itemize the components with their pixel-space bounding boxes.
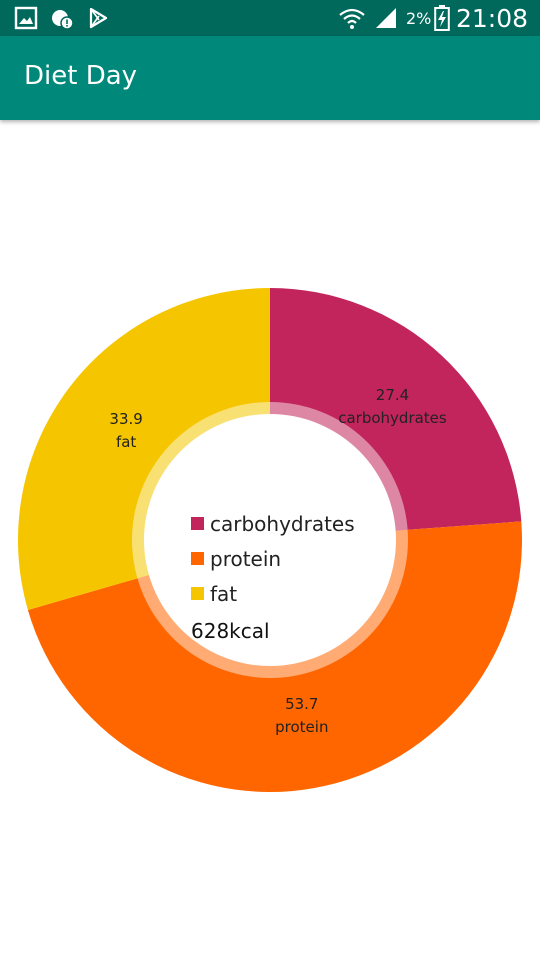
wifi-icon xyxy=(339,8,365,29)
legend-swatch-carbohydrates xyxy=(191,517,204,530)
play-store-icon xyxy=(89,7,108,29)
gallery-icon xyxy=(14,6,38,30)
clock: 21:08 xyxy=(455,4,528,33)
slice-name-fat: fat xyxy=(116,433,136,451)
app-bar: Diet Day xyxy=(0,36,540,120)
total-calories: 628kcal xyxy=(191,619,270,643)
slice-label-carbohydrates: 27.4 carbohydrates xyxy=(338,386,447,427)
legend-swatch-protein xyxy=(191,552,204,565)
slice-value-protein: 53.7 xyxy=(285,695,318,713)
chart-legend: carbohydrates protein fat xyxy=(191,512,355,606)
app-title: Diet Day xyxy=(24,61,138,91)
legend-label-carbohydrates: carbohydrates xyxy=(210,512,355,536)
slice-value-fat: 33.9 xyxy=(109,410,142,428)
slice-label-protein: 53.7 protein xyxy=(275,695,328,736)
cloud-alert-icon xyxy=(52,10,74,30)
legend-swatch-fat xyxy=(191,587,204,600)
donut-chart[interactable]: 27.4 carbohydrates 53.7 protein 33.9 fat carb… xyxy=(0,120,540,960)
status-bar: 2% 21:08 xyxy=(0,0,540,36)
signal-icon xyxy=(376,8,396,28)
legend-label-fat: fat xyxy=(210,582,237,606)
chart-slice-labels: 27.4 carbohydrates 53.7 protein 33.9 fat xyxy=(109,386,447,736)
donut-hole xyxy=(144,414,396,666)
slice-name-protein: protein xyxy=(275,718,328,736)
slice-name-carbohydrates: carbohydrates xyxy=(338,409,447,427)
slice-label-fat: 33.9 fat xyxy=(109,410,142,451)
battery-charging-icon xyxy=(434,5,450,31)
legend-label-protein: protein xyxy=(210,547,281,571)
slice-value-carbohydrates: 27.4 xyxy=(376,386,409,404)
battery-percent: 2% xyxy=(406,9,432,28)
